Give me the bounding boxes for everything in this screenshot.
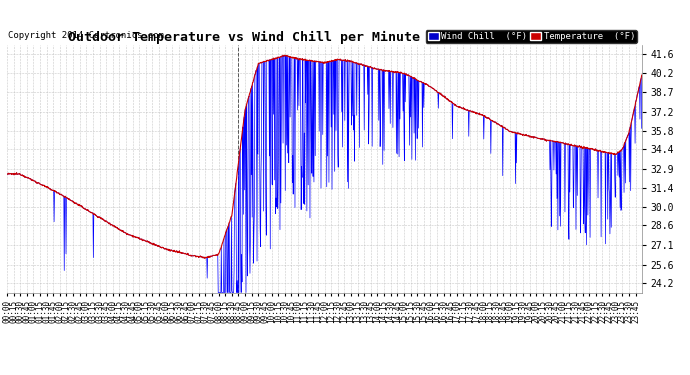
Title: Outdoor Temperature vs Wind Chill per Minute (24 Hours) 20140321: Outdoor Temperature vs Wind Chill per Mi…: [68, 31, 580, 44]
Text: Copyright 2014 Cartronics.com: Copyright 2014 Cartronics.com: [8, 31, 164, 40]
Legend: Wind Chill  (°F), Temperature  (°F): Wind Chill (°F), Temperature (°F): [426, 30, 637, 43]
